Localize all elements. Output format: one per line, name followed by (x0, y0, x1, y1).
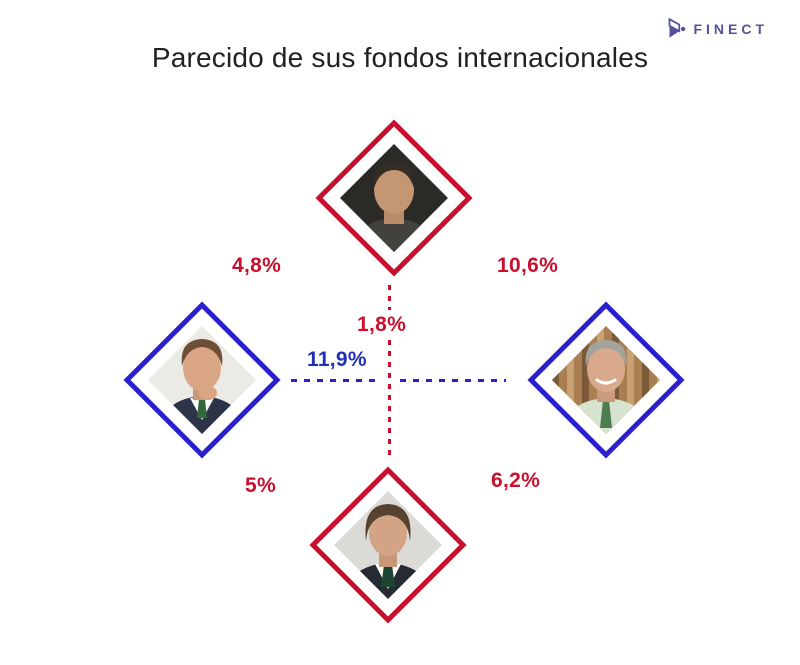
portrait-node-bottom (308, 465, 468, 625)
percentage-top-left: 4,8% (232, 254, 282, 277)
finect-logo: FINECT (665, 17, 768, 41)
percentage-bottom-right: 6,2% (491, 469, 541, 492)
red-dashed-line-vertical-upper (388, 285, 391, 310)
red-dashed-line-vertical-lower (388, 340, 391, 456)
portrait-node-top (314, 118, 474, 278)
percentage-bottom-left: 5% (245, 474, 276, 497)
portrait-node-right (526, 300, 686, 460)
man-long-brown-hair-portrait-icon (309, 466, 467, 624)
man-gray-hair-smiling-portrait-icon (527, 301, 685, 459)
percentage-top-right: 10,6% (497, 254, 559, 277)
percentage-vertical-center: 1,8% (357, 313, 407, 336)
page-title: Parecido de sus fondos internacionales (151, 42, 649, 73)
finect-logo-icon (669, 17, 686, 38)
man-short-dark-hair-portrait-icon (315, 119, 473, 277)
finect-logo-text: FINECT (693, 21, 768, 37)
blue-dashed-line-horizontal-right (400, 379, 506, 382)
blue-dashed-line-horizontal-left (291, 379, 379, 382)
man-hand-on-chin-portrait-icon (123, 301, 281, 459)
portrait-node-left (122, 300, 282, 460)
percentage-horizontal-center: 11,9% (307, 348, 367, 371)
